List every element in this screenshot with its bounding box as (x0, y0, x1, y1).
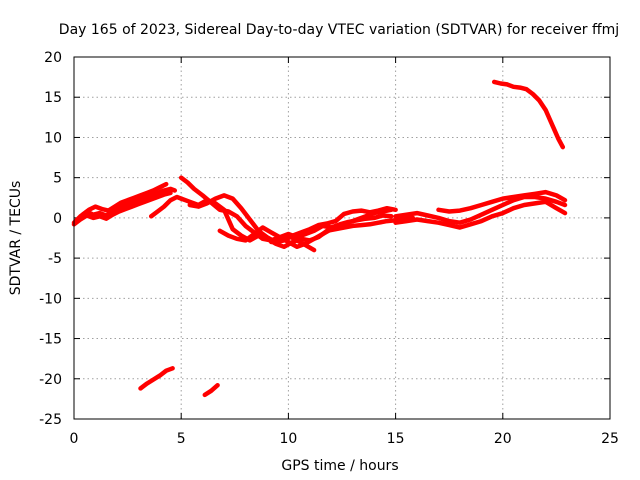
x-tick-label: 15 (387, 431, 405, 447)
series-track-3 (80, 181, 169, 217)
y-tick-label: 10 (44, 130, 62, 146)
series-track-10 (393, 194, 568, 225)
series-track-12 (436, 189, 568, 214)
y-tick-label: -20 (39, 372, 62, 388)
y-tick-label: -25 (39, 412, 62, 428)
y-tick-label: 20 (44, 50, 62, 66)
y-tick-label: -5 (48, 251, 62, 267)
x-tick-label: 25 (601, 431, 619, 447)
y-tick-label: -15 (39, 332, 62, 348)
x-tick-label: 0 (70, 431, 79, 447)
series-track-1 (71, 186, 178, 225)
y-axis-label: SDTVAR / TECUs (8, 181, 24, 296)
series-track-9 (268, 233, 317, 253)
y-tick-label: 15 (44, 90, 62, 106)
x-axis-label: GPS time / hours (281, 458, 398, 474)
x-tick-label: 5 (177, 431, 186, 447)
series-track-11 (393, 199, 568, 230)
chart-title: Day 165 of 2023, Sidereal Day-to-day VTE… (59, 22, 619, 38)
axis-ticks: 0 5 10 15 20 25 -25 -20 -15 -10 -5 0 5 10 15 20 (39, 50, 619, 447)
y-tick-label: -10 (39, 291, 62, 307)
plot-frame (73, 56, 611, 420)
series-track-2 (71, 190, 173, 227)
grid (74, 57, 610, 419)
series-track-13 (491, 79, 566, 150)
series-track-4 (148, 194, 184, 219)
y-tick-label: 5 (53, 171, 62, 187)
x-tick-label: 20 (494, 431, 512, 447)
y-tick-label: 0 (53, 211, 62, 227)
series-track-15 (202, 382, 220, 398)
series-marks (71, 79, 568, 398)
series-track-14 (138, 366, 175, 391)
x-tick-label: 10 (279, 431, 297, 447)
